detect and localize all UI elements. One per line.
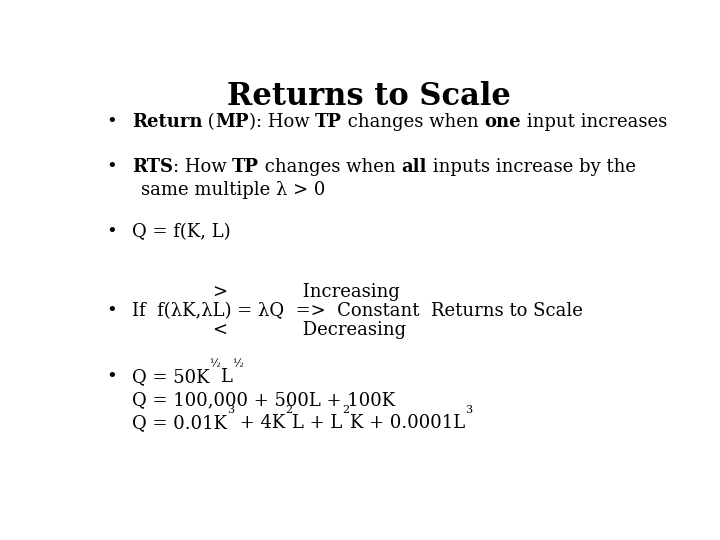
Text: K + 0.0001L: K + 0.0001L	[350, 414, 465, 432]
Text: •: •	[107, 302, 117, 320]
Text: ½: ½	[210, 359, 220, 369]
Text: Q = 100,000 + 500L + 100K: Q = 100,000 + 500L + 100K	[132, 391, 395, 409]
Text: MP: MP	[215, 113, 248, 131]
Text: Q = 0.01K: Q = 0.01K	[132, 414, 227, 432]
Text: •: •	[107, 223, 117, 241]
Text: same multiple λ > 0: same multiple λ > 0	[141, 181, 325, 199]
Text: ): How: ): How	[248, 113, 315, 131]
Text: Q = f(K, L): Q = f(K, L)	[132, 223, 230, 241]
Text: L: L	[220, 368, 232, 386]
Text: >             Increasing: > Increasing	[213, 283, 400, 301]
Text: (: (	[202, 113, 215, 131]
Text: •: •	[107, 113, 117, 131]
Text: changes when: changes when	[259, 158, 402, 177]
Text: RTS: RTS	[132, 158, 173, 177]
Text: TP: TP	[233, 158, 259, 177]
Text: ½: ½	[232, 359, 243, 369]
Text: input increases: input increases	[521, 113, 667, 131]
Text: changes when: changes when	[342, 113, 485, 131]
Text: 2: 2	[343, 405, 350, 415]
Text: 2: 2	[285, 405, 292, 415]
Text: L + L: L + L	[292, 414, 343, 432]
Text: : How: : How	[173, 158, 233, 177]
Text: •: •	[107, 158, 117, 177]
Text: If  f(λK,λL) = λQ  =>  Constant  Returns to Scale: If f(λK,λL) = λQ => Constant Returns to …	[132, 302, 582, 320]
Text: + 4K: + 4K	[234, 414, 285, 432]
Text: <             Decreasing: < Decreasing	[213, 321, 406, 339]
Text: inputs increase by the: inputs increase by the	[427, 158, 636, 177]
Text: Returns to Scale: Returns to Scale	[227, 82, 511, 112]
Text: 3: 3	[227, 405, 234, 415]
Text: Q = 50K: Q = 50K	[132, 368, 210, 386]
Text: all: all	[402, 158, 427, 177]
Text: 3: 3	[465, 405, 472, 415]
Text: •: •	[107, 368, 117, 386]
Text: Return: Return	[132, 113, 202, 131]
Text: one: one	[485, 113, 521, 131]
Text: TP: TP	[315, 113, 342, 131]
